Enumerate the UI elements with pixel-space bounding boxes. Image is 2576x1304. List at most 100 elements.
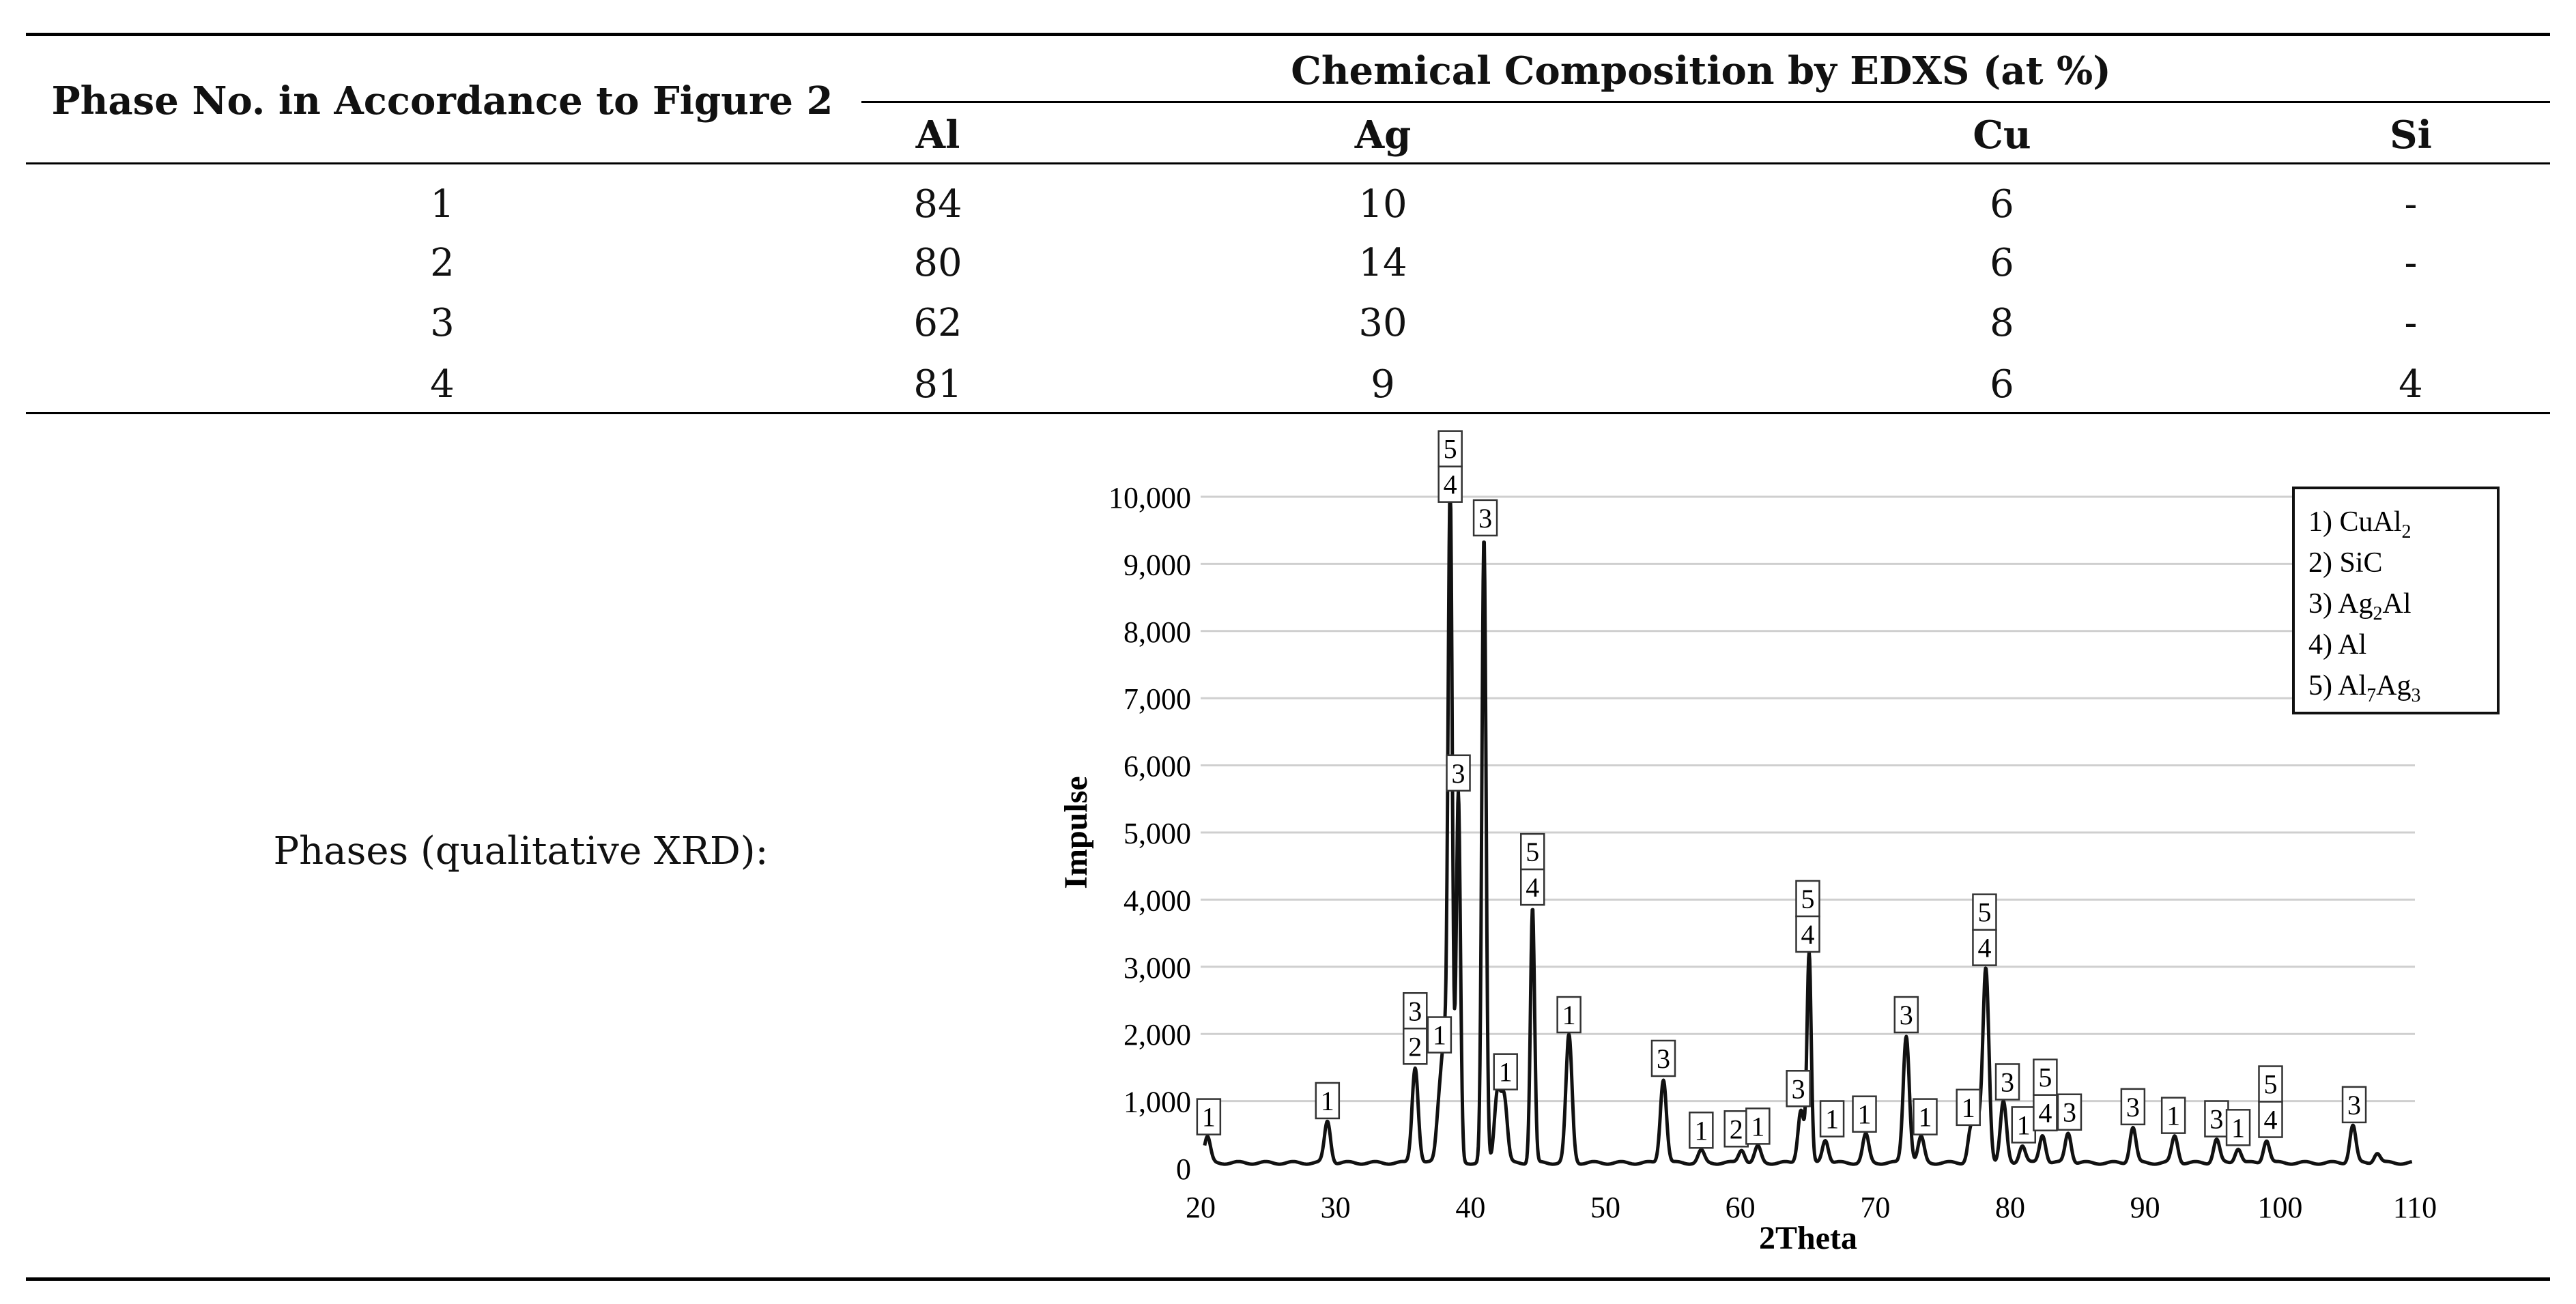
si-cell: - <box>2404 241 2418 285</box>
peak-label-box <box>1956 1088 1981 1127</box>
peak-label: 4 <box>1526 872 1539 903</box>
header-bottom-rule <box>26 162 2550 164</box>
al-cell: 81 <box>913 362 962 407</box>
y-tick-label: 7,000 <box>1124 682 1191 716</box>
peak-label: 5 <box>1977 897 1991 928</box>
peak-label: 1 <box>1433 1020 1446 1051</box>
ag-cell: 14 <box>1358 241 1407 285</box>
peak-label: 5 <box>1526 837 1539 867</box>
column-header-cu: Cu <box>1973 113 2031 158</box>
peak-label: 4 <box>1444 469 1457 500</box>
cu-cell: 6 <box>1990 182 2014 227</box>
peak-label: 4 <box>2263 1105 2277 1135</box>
phase-cell: 1 <box>430 182 455 227</box>
peak-label: 1 <box>1694 1115 1708 1146</box>
peak-label: 1 <box>1825 1104 1839 1135</box>
xrd-chart: 0 1,000 2,000 3,000 4,000 5,000 6,000 7,000 8,00… <box>1058 430 2500 1256</box>
al-cell: 84 <box>913 182 962 227</box>
peak-label-box <box>1403 992 1428 1030</box>
y-axis-ticks: 0 1,000 2,000 3,000 4,000 5,000 6,000 7,000 8,00… <box>1108 481 1191 1186</box>
phase-cell: 3 <box>430 301 455 345</box>
y-tick-label: 4,000 <box>1124 884 1191 917</box>
y-tick-label: 6,000 <box>1124 750 1191 783</box>
peak-label-box <box>2033 1094 2058 1131</box>
peak-label: 5 <box>1801 884 1815 914</box>
y-tick-label: 5,000 <box>1124 817 1191 850</box>
peak-label-box <box>1556 996 1582 1034</box>
peak-label: 1 <box>2166 1101 2180 1131</box>
y-axis-label: Impulse <box>1058 776 1094 888</box>
group-header-rule <box>861 101 2550 103</box>
peak-label: 3 <box>2347 1090 2361 1120</box>
peak-label-box <box>1403 1028 1428 1065</box>
legend-entry: 3) Ag2Al <box>2308 588 2412 624</box>
x-tick-label: 90 <box>2130 1191 2160 1224</box>
peak-label-box <box>1819 1100 1845 1138</box>
x-tick-label: 20 <box>1186 1191 1216 1224</box>
ag-cell: 30 <box>1358 301 1407 345</box>
peak-label-box <box>1520 868 1545 906</box>
peak-label-box <box>1745 1107 1771 1145</box>
x-tick-label: 30 <box>1321 1191 1351 1224</box>
peak-label-box <box>2120 1088 2146 1126</box>
peak-label-box <box>1472 499 1498 537</box>
column-header-ag: Ag <box>1354 113 1412 158</box>
peak-label-box <box>1315 1082 1341 1120</box>
cu-cell: 6 <box>1990 362 2014 407</box>
x-tick-label: 60 <box>1726 1191 1756 1224</box>
phases-label: Phases (qualitative XRD): <box>273 829 769 873</box>
peak-label-box <box>1196 1098 1222 1135</box>
peak-label: 3 <box>1452 758 1465 789</box>
si-cell: - <box>2404 301 2418 345</box>
x-tick-label: 50 <box>1590 1191 1620 1224</box>
x-axis-label: 2Theta <box>1759 1220 1857 1256</box>
peak-label: 1 <box>2231 1112 2245 1143</box>
peak-label: 5 <box>2038 1062 2052 1093</box>
peak-label-box <box>1852 1095 1877 1133</box>
peak-label-box <box>2341 1086 2367 1124</box>
peak-label-box <box>1786 1070 1811 1107</box>
peak-label: 3 <box>2209 1104 2223 1135</box>
xrd-pattern-line <box>1203 495 2414 1166</box>
peak-label: 3 <box>1657 1043 1670 1074</box>
peak-label: 2 <box>1408 1031 1422 1062</box>
peak-label-box <box>2160 1097 2186 1134</box>
peak-label-box <box>2057 1093 2083 1131</box>
peak-label-box <box>1972 893 1997 931</box>
peak-label: 1 <box>1918 1102 1932 1133</box>
peak-label: 1 <box>1751 1111 1764 1142</box>
y-tick-label: 1,000 <box>1124 1086 1191 1119</box>
y-tick-label: 3,000 <box>1124 951 1191 985</box>
phase-cell: 2 <box>430 241 455 285</box>
peak-label: 3 <box>1478 503 1492 534</box>
legend-entry: 4) Al <box>2308 629 2366 661</box>
peak-label-box <box>1427 1016 1452 1054</box>
y-tick-label: 0 <box>1176 1153 1191 1186</box>
peak-label-box <box>1972 929 1997 966</box>
x-tick-label: 70 <box>1860 1191 1890 1224</box>
peak-label-box <box>1795 880 1820 918</box>
peak-label-box <box>1994 1063 2020 1101</box>
x-tick-label: 80 <box>1995 1191 2025 1224</box>
peak-label-box <box>1437 465 1463 503</box>
peak-label: 3 <box>2126 1092 2140 1122</box>
x-tick-label: 110 <box>2393 1191 2437 1224</box>
peak-label: 3 <box>2063 1097 2076 1128</box>
y-tick-label: 8,000 <box>1124 615 1191 649</box>
column-header-si: Si <box>2390 113 2432 158</box>
y-tick-label: 2,000 <box>1124 1018 1191 1052</box>
peak-label-box <box>1795 915 1820 953</box>
peak-label-box <box>1689 1112 1714 1149</box>
row-header: Phase No. in Accordance to Figure 2 <box>51 78 833 124</box>
peak-label: 3 <box>2001 1067 2014 1097</box>
table-top-rule <box>26 33 2550 36</box>
peak-label: 1 <box>1562 1000 1576 1030</box>
data-bottom-rule <box>26 412 2550 414</box>
y-tick-label: 9,000 <box>1124 548 1191 581</box>
peak-label-box <box>2258 1101 2283 1138</box>
x-axis-ticks: 20 30 40 50 60 70 80 90 100 110 <box>1186 1191 2437 1224</box>
chart-legend: 1) CuAl2 2) SiC 3) Ag2Al 4) Al 5) Al7Ag3 <box>2292 487 2500 714</box>
peak-label: 2 <box>1730 1114 1743 1144</box>
peak-label: 3 <box>1900 1000 1913 1030</box>
cu-cell: 8 <box>1990 301 2014 345</box>
